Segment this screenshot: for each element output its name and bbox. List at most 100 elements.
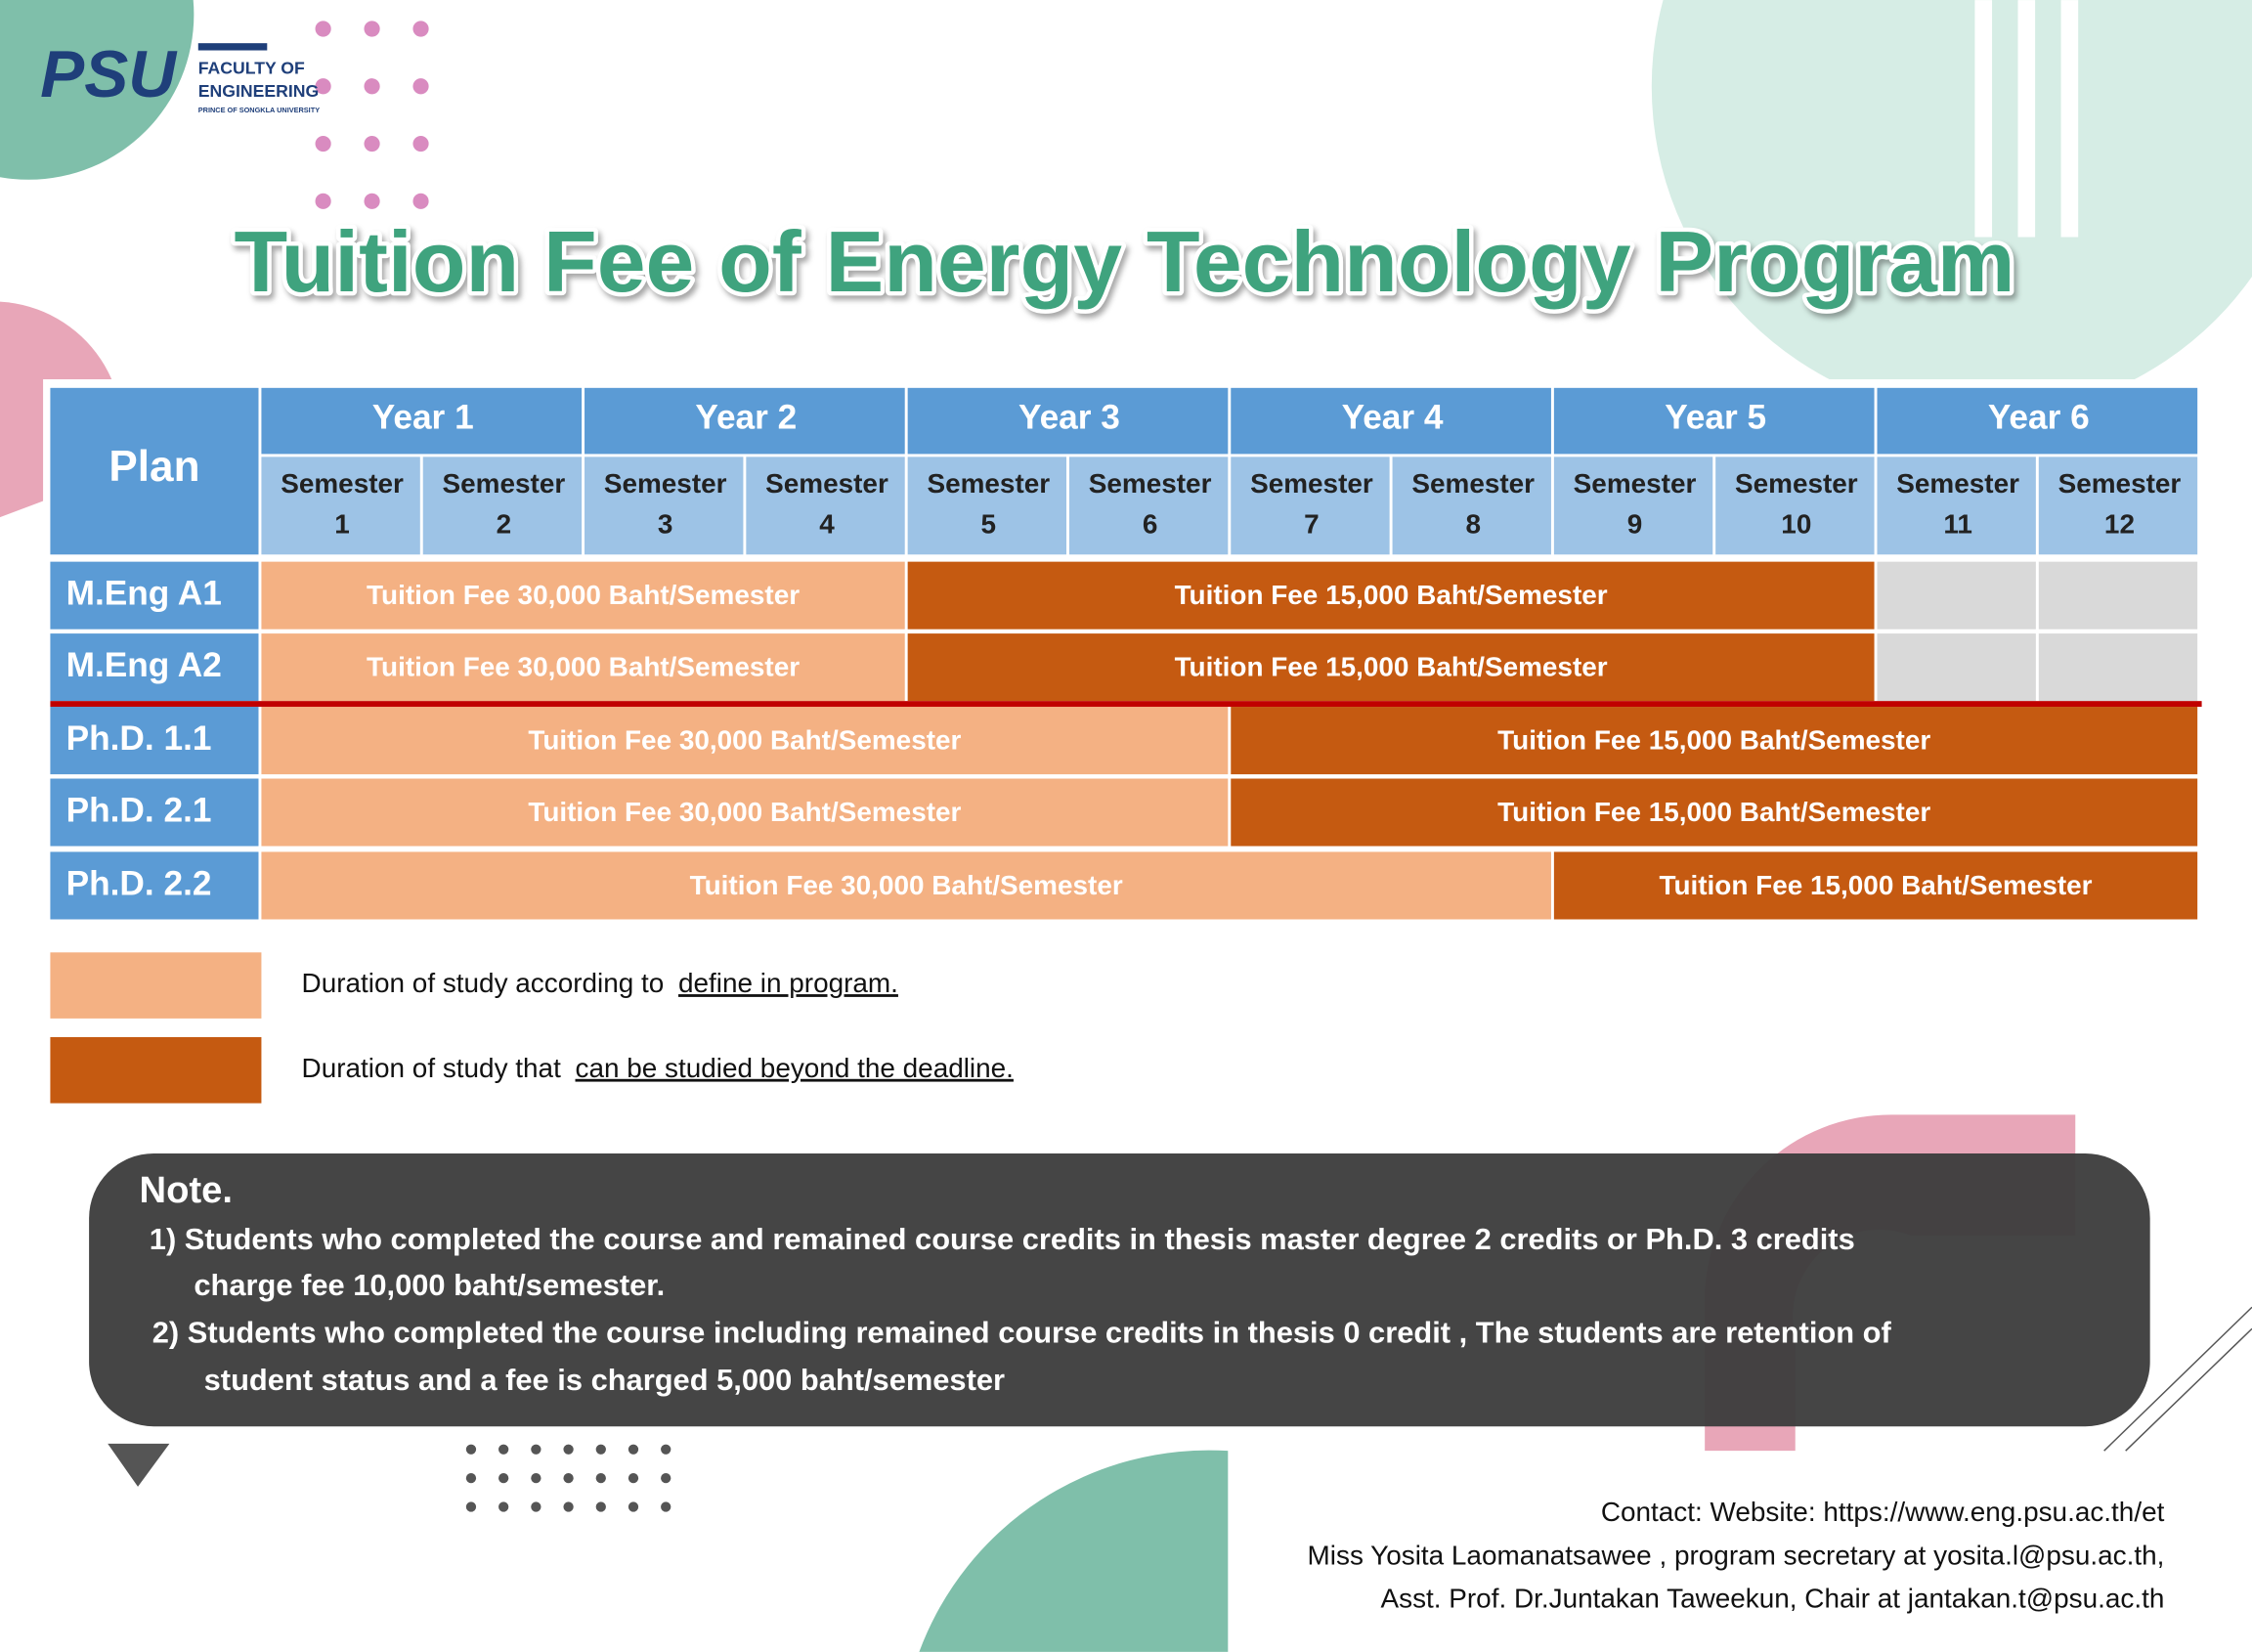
green-quarter [919, 1450, 1229, 1652]
semester-cell [1553, 456, 1713, 555]
dot [498, 1444, 509, 1455]
plan-cell [50, 633, 259, 702]
semester-cell [1877, 456, 2036, 555]
dot [661, 1501, 671, 1512]
note-box [89, 1153, 2150, 1427]
semester-number: 6 [1143, 508, 1158, 539]
dot [563, 1472, 574, 1484]
plan-cell [50, 778, 259, 847]
dot [563, 1501, 574, 1512]
note-line: charge fee 10,000 baht/semester. [194, 1268, 665, 1302]
fee-label: Tuition Fee 30,000 Baht/Semester [528, 797, 961, 827]
plan-cell [50, 851, 259, 920]
year-label: Year 5 [1665, 398, 1766, 436]
dot [412, 21, 429, 37]
empty-cell [2038, 561, 2198, 630]
semester-number: 5 [981, 508, 997, 539]
content: PSU FACULTY OF ENGINEERING PRINCE OF SONGKL… [40, 38, 2209, 1613]
fee-label: Tuition Fee 15,000 Baht/Semester [1175, 651, 1608, 681]
plan-header-cell [50, 387, 259, 555]
dot [315, 193, 331, 209]
year-label: Year 6 [1988, 398, 2090, 436]
legend-underlined: can be studied beyond the deadline. [576, 1053, 1014, 1083]
dot [465, 1444, 477, 1455]
dot [412, 78, 429, 95]
fee-cell [907, 561, 1875, 630]
plan-cell [50, 707, 259, 775]
note-line: 2) Students who completed the course inc… [152, 1315, 1892, 1349]
faculty-line: ENGINEERING [198, 81, 319, 101]
semester-cell [746, 456, 905, 555]
semester-label: Semester [1250, 468, 1373, 499]
year-label: Year 3 [1018, 398, 1120, 436]
dot [364, 193, 380, 209]
plan-cell [50, 561, 259, 630]
semester-label: Semester [281, 468, 404, 499]
semester-cell [1392, 456, 1551, 555]
dot [563, 1444, 574, 1455]
year-cell [1877, 387, 2198, 455]
dot [661, 1472, 671, 1484]
dot [531, 1444, 541, 1455]
semester-cell [907, 456, 1067, 555]
semester-label: Semester [1089, 468, 1212, 499]
fee-cell [261, 707, 1229, 775]
divider [50, 701, 2202, 708]
fee-label: Tuition Fee 15,000 Baht/Semester [1175, 580, 1608, 610]
year-cell [585, 387, 905, 455]
semester-number: 2 [497, 508, 512, 539]
note-title: Note. [140, 1169, 233, 1211]
stripe [2017, 0, 2036, 238]
semester-cell [1068, 456, 1229, 555]
semester-number: 12 [2104, 508, 2135, 539]
plan-label: Ph.D. 2.2 [66, 864, 212, 902]
dot [595, 1472, 606, 1484]
fee-cell [907, 633, 1875, 702]
year-label: Year 4 [1342, 398, 1444, 436]
fee-label: Tuition Fee 15,000 Baht/Semester [1497, 797, 1930, 827]
contact-line: Asst. Prof. Dr.Juntakan Taweekun, Chair … [1381, 1583, 2165, 1613]
corner-circle [0, 0, 195, 180]
plan-label: Ph.D. 2.1 [66, 791, 212, 829]
dot [412, 193, 429, 209]
contact-line: Miss Yosita Laomanatsawee , program secr… [1308, 1540, 2165, 1570]
fee-cell [1231, 778, 2198, 847]
semester-label: Semester [927, 468, 1050, 499]
plan-label: M.Eng A2 [66, 646, 222, 684]
fee-cell [261, 851, 1551, 920]
dot [465, 1472, 477, 1484]
fee-label: Tuition Fee 15,000 Baht/Semester [1659, 870, 2092, 900]
logo: PSU [40, 38, 178, 111]
semester-cell [1715, 456, 1875, 555]
fee-cell [261, 633, 905, 702]
plan-label: Ph.D. 1.1 [66, 719, 212, 758]
legend-underlined: define in program. [678, 968, 898, 998]
legend-text: Duration of study according to define in … [302, 968, 898, 998]
legend-plain: Duration of study that [302, 1053, 562, 1083]
dot [412, 135, 429, 152]
triangle [108, 1443, 170, 1487]
note-line: student status and a fee is charged 5,00… [204, 1363, 1005, 1397]
year-cell [1231, 387, 1551, 455]
faculty-line: FACULTY OF [198, 58, 305, 77]
semester-label: Semester [1896, 468, 2019, 499]
semester-number: 4 [819, 508, 835, 539]
dot [315, 21, 331, 37]
plan-label: M.Eng A1 [66, 574, 222, 612]
logo-bar [197, 43, 268, 51]
dot [628, 1472, 639, 1484]
dot [364, 135, 380, 152]
semester-cell [1231, 456, 1390, 555]
dot [595, 1501, 606, 1512]
semester-label: Semester [604, 468, 727, 499]
semester-label: Semester [1735, 468, 1858, 499]
semester-number: 3 [658, 508, 673, 539]
fee-label: Tuition Fee 30,000 Baht/Semester [367, 651, 800, 681]
fee-label: Tuition Fee 30,000 Baht/Semester [690, 870, 1123, 900]
title: Tuition Fee of Energy Technology Program [235, 213, 2015, 310]
legend-swatch [50, 1037, 262, 1104]
fee-cell [261, 778, 1229, 847]
semester-number: 11 [1943, 508, 1972, 539]
dot [595, 1444, 606, 1455]
